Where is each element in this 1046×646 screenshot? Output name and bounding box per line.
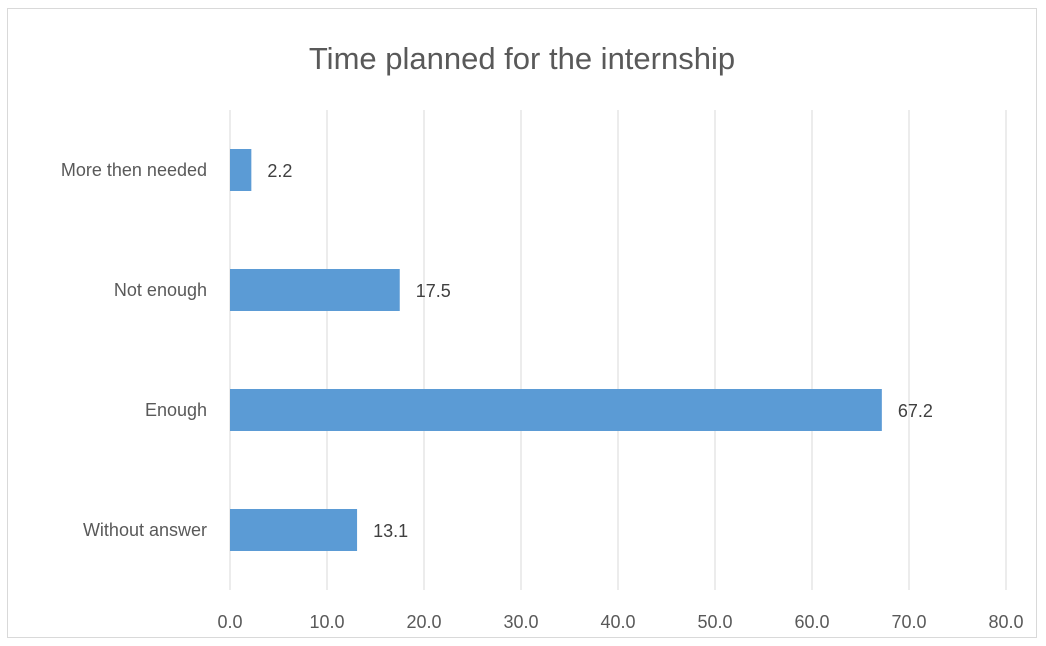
- data-label: 17.5: [416, 281, 451, 301]
- bar: [230, 269, 400, 311]
- bar: [230, 149, 252, 191]
- chart-frame: Time planned for the internship: [7, 8, 1037, 638]
- x-tick-label: 10.0: [309, 612, 344, 632]
- x-tick-label: 0.0: [217, 612, 242, 632]
- category-label: More then needed: [61, 160, 207, 180]
- x-tick-label: 70.0: [891, 612, 926, 632]
- x-tick-label: 80.0: [988, 612, 1023, 632]
- data-label: 2.2: [267, 161, 292, 181]
- category-label: Not enough: [114, 280, 207, 300]
- x-tick-label: 30.0: [503, 612, 538, 632]
- data-label: 67.2: [898, 401, 933, 421]
- bar: [230, 509, 358, 551]
- x-tick-label: 60.0: [794, 612, 829, 632]
- category-label: Without answer: [83, 520, 207, 540]
- x-tick-label: 40.0: [600, 612, 635, 632]
- category-label: Enough: [145, 400, 207, 420]
- bar: [230, 389, 882, 431]
- x-tick-label: 50.0: [697, 612, 732, 632]
- chart-title: Time planned for the internship: [308, 41, 736, 76]
- data-label: 13.1: [373, 521, 408, 541]
- x-tick-label: 20.0: [406, 612, 441, 632]
